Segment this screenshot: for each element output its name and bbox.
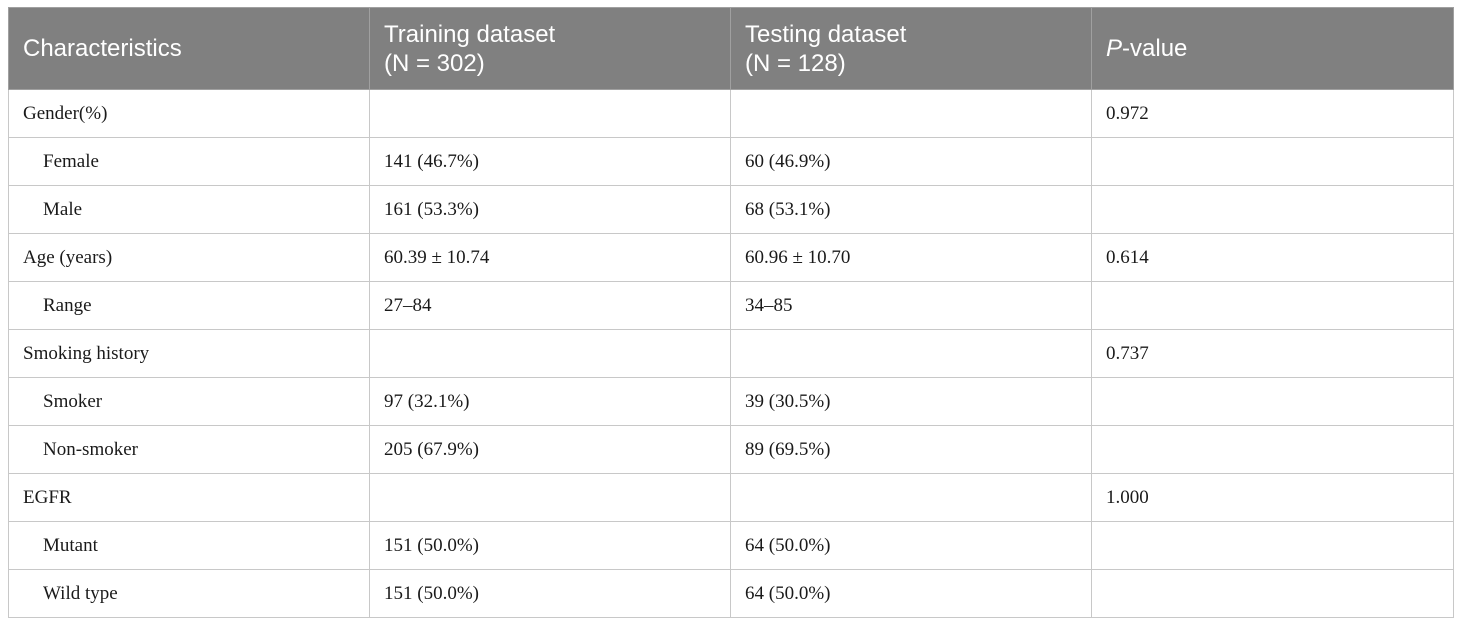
header-p-rest: -value — [1122, 35, 1188, 62]
row-label: Smoker — [8, 377, 370, 426]
header-testing-line1: Testing dataset — [745, 20, 907, 48]
characteristics-table: Characteristics Training dataset (N = 30… — [8, 7, 1454, 618]
characteristics-table-container: Characteristics Training dataset (N = 30… — [8, 7, 1454, 618]
row-label: Gender(%) — [8, 89, 370, 138]
row-testing-value: 64 (50.0%) — [730, 569, 1092, 618]
row-label: Female — [8, 137, 370, 186]
row-testing-value: 39 (30.5%) — [730, 377, 1092, 426]
row-training-value: 205 (67.9%) — [369, 425, 731, 474]
row-label: Age (years) — [8, 233, 370, 282]
table-body: Gender(%) 0.972 Female 141 (46.7%) 60 (4… — [8, 89, 1454, 618]
table-row: Non-smoker 205 (67.9%) 89 (69.5%) — [8, 425, 1454, 474]
table-row: EGFR 1.000 — [8, 473, 1454, 522]
row-p-value — [1091, 425, 1454, 474]
row-label: Mutant — [8, 521, 370, 570]
row-training-value: 60.39 ± 10.74 — [369, 233, 731, 282]
table-row: Smoking history 0.737 — [8, 329, 1454, 378]
row-p-value: 0.614 — [1091, 233, 1454, 282]
row-label: Range — [8, 281, 370, 330]
table-row: Male 161 (53.3%) 68 (53.1%) — [8, 185, 1454, 234]
table-header: Characteristics Training dataset (N = 30… — [8, 7, 1454, 90]
header-testing-dataset: Testing dataset (N = 128) — [730, 7, 1092, 90]
row-testing-value: 34–85 — [730, 281, 1092, 330]
row-p-value — [1091, 521, 1454, 570]
header-characteristics-label: Characteristics — [23, 35, 182, 62]
header-characteristics: Characteristics — [8, 7, 370, 90]
row-p-value — [1091, 185, 1454, 234]
row-training-value: 151 (50.0%) — [369, 569, 731, 618]
table-row: Wild type 151 (50.0%) 64 (50.0%) — [8, 569, 1454, 618]
header-training-line2: (N = 302) — [384, 49, 485, 77]
table-row: Female 141 (46.7%) 60 (46.9%) — [8, 137, 1454, 186]
row-training-value: 141 (46.7%) — [369, 137, 731, 186]
header-training-line1: Training dataset — [384, 20, 556, 48]
row-p-value — [1091, 137, 1454, 186]
row-testing-value — [730, 473, 1092, 522]
header-p-italic: P — [1106, 35, 1123, 62]
row-training-value: 161 (53.3%) — [369, 185, 731, 234]
header-row: Characteristics Training dataset (N = 30… — [8, 7, 1454, 90]
table-row: Mutant 151 (50.0%) 64 (50.0%) — [8, 521, 1454, 570]
table-row: Gender(%) 0.972 — [8, 89, 1454, 138]
row-p-value: 0.972 — [1091, 89, 1454, 138]
table-row: Age (years) 60.39 ± 10.74 60.96 ± 10.70 … — [8, 233, 1454, 282]
row-testing-value: 60 (46.9%) — [730, 137, 1092, 186]
row-training-value: 27–84 — [369, 281, 731, 330]
row-training-value: 151 (50.0%) — [369, 521, 731, 570]
header-p-value: P-value — [1091, 7, 1454, 90]
row-label: Male — [8, 185, 370, 234]
header-training-dataset: Training dataset (N = 302) — [369, 7, 731, 90]
row-testing-value: 89 (69.5%) — [730, 425, 1092, 474]
row-label: EGFR — [8, 473, 370, 522]
row-label: Wild type — [8, 569, 370, 618]
row-p-value — [1091, 569, 1454, 618]
row-p-value — [1091, 377, 1454, 426]
header-testing-line2: (N = 128) — [745, 49, 846, 77]
row-training-value — [369, 89, 731, 138]
row-p-value: 1.000 — [1091, 473, 1454, 522]
row-label: Smoking history — [8, 329, 370, 378]
row-training-value: 97 (32.1%) — [369, 377, 731, 426]
row-testing-value: 68 (53.1%) — [730, 185, 1092, 234]
row-testing-value — [730, 329, 1092, 378]
row-p-value — [1091, 281, 1454, 330]
row-testing-value: 60.96 ± 10.70 — [730, 233, 1092, 282]
row-label: Non-smoker — [8, 425, 370, 474]
table-row: Smoker 97 (32.1%) 39 (30.5%) — [8, 377, 1454, 426]
table-row: Range 27–84 34–85 — [8, 281, 1454, 330]
row-p-value: 0.737 — [1091, 329, 1454, 378]
row-testing-value — [730, 89, 1092, 138]
row-training-value — [369, 473, 731, 522]
row-testing-value: 64 (50.0%) — [730, 521, 1092, 570]
row-training-value — [369, 329, 731, 378]
